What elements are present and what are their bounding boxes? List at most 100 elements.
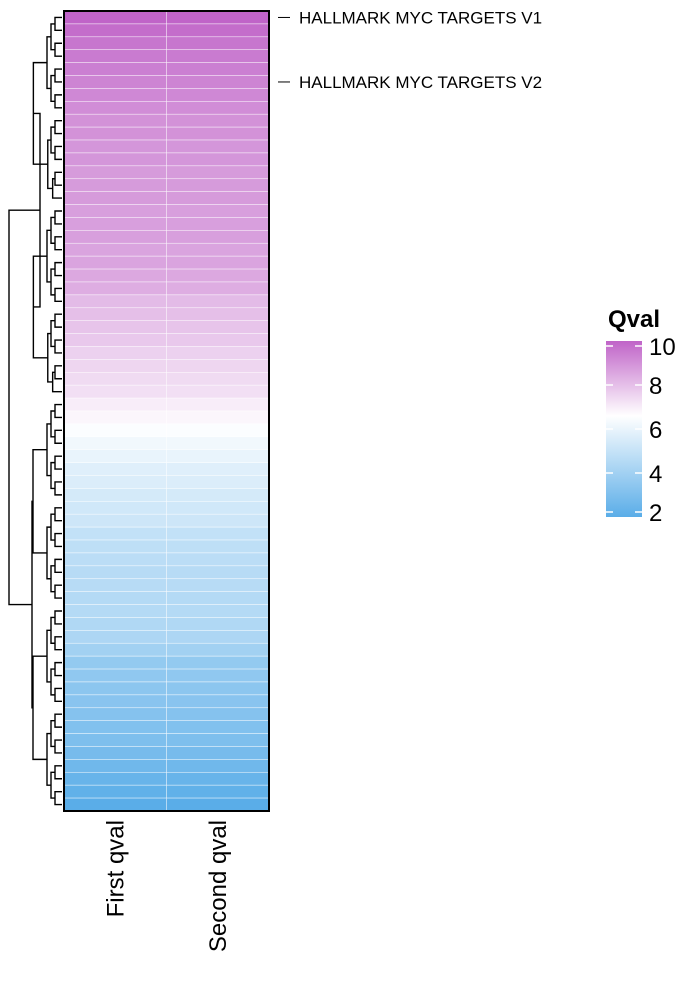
heatmap-cell [166,797,270,812]
heatmap-cell [166,139,270,154]
heatmap-cell [166,333,270,347]
heatmap-cell [63,759,167,773]
dendrogram-branch [54,403,62,419]
heatmap-cell [63,655,167,670]
heatmap-cell [166,23,270,38]
heatmap-cell [166,113,270,128]
heatmap-cell [166,423,270,438]
dendrogram-branch [54,16,62,32]
heatmap-cell [166,462,270,476]
heatmap-cell [166,88,270,102]
heatmap-cell [63,436,167,451]
heatmap-cell [63,681,167,696]
dendrogram-branch [54,236,62,251]
dendrogram-branch [54,287,62,303]
dendrogram-branch [54,507,62,522]
heatmap-cell [63,294,167,309]
heatmap-cell [166,617,270,631]
heatmap-cell [63,578,167,592]
heatmap-cell [166,681,270,696]
heatmap-cell [63,668,167,683]
dendrogram-branch [54,365,62,380]
heatmap-cell [63,204,167,218]
heatmap-cell [63,720,167,734]
legend-ticks: 10 8 6 4 2 [606,334,676,527]
heatmap-cell [63,75,167,89]
heatmap-cell [166,552,270,567]
dendrogram-branch [54,713,62,728]
dendrogram-branch [54,584,62,599]
heatmap-cell [63,165,167,180]
dendrogram-branch [47,139,53,190]
dendrogram-branch [54,429,62,444]
heatmap-cell [63,268,167,283]
heatmap-cell [63,178,167,192]
heatmap-cell [63,242,167,257]
legend-tick-label: 2 [649,500,662,527]
heatmap-cell [166,320,270,334]
heatmap-cell [166,578,270,592]
legend-tick-label: 8 [649,373,662,400]
heatmap-cell [166,126,270,141]
heatmap-cell [63,333,167,347]
heatmap-cell [166,655,270,670]
heatmap-cell [63,488,167,502]
dendrogram-branch [32,449,47,554]
heatmap-cell [63,230,167,244]
heatmap-cell [166,165,270,180]
legend-tick-label: 10 [649,334,676,361]
heatmap-cell [63,101,167,115]
heatmap-cell [166,397,270,412]
heatmap-cell [63,642,167,657]
heatmap-cell [166,62,270,76]
heatmap-border [63,10,270,812]
heatmap-cell [63,746,167,760]
heatmap-cell [166,346,270,360]
row-dendrogram [8,16,62,806]
dendrogram-branch [54,481,62,496]
heatmap-cell [166,204,270,218]
heatmap-cell [166,242,270,257]
heatmap-cell [63,384,167,399]
heatmap-cell [63,10,167,25]
dendrogram-branch [51,371,62,393]
heatmap-cell [63,733,167,747]
row-label: HALLMARK MYC TARGETS V2 [299,73,542,92]
heatmap-cell [63,346,167,360]
heatmap-cell [166,307,270,321]
heatmap-cell [166,152,270,167]
dendrogram-branch [54,68,62,83]
dendrogram-branch [54,765,62,780]
heatmap-cell [166,526,270,541]
dendrogram-branch [54,171,62,186]
heatmap-cell [63,307,167,321]
heatmap-cell [166,384,270,399]
heatmap-cell [166,488,270,502]
heatmap-cell [166,217,270,231]
dendrogram-branch [54,42,62,57]
heatmap-cell [63,771,167,786]
dendrogram-branch [54,339,62,354]
heatmap-cell [63,217,167,231]
heatmap-cell [166,294,270,309]
heatmap-cell [63,49,167,63]
dendrogram-branch [54,790,62,806]
dendrogram-branch [54,687,62,703]
heatmap-cells [63,10,270,812]
heatmap-cell [166,49,270,63]
heatmap-cell [166,449,270,463]
heatmap-cell [166,513,270,528]
row-labels: HALLMARK MYC TARGETS V1 HALLMARK MYC TARG… [278,8,542,92]
heatmap-cell [166,230,270,244]
dendrogram-branch [54,119,62,135]
legend-tick-label: 4 [649,461,662,488]
dendrogram-branch [54,636,62,651]
dendrogram-branch [54,610,62,625]
dendrogram-branch [54,94,62,109]
heatmap-cell [166,642,270,657]
dendrogram-branch [54,558,62,573]
column-labels: First qval Second qval [102,820,232,952]
heatmap-cell [63,139,167,154]
heatmap-cell [63,320,167,334]
